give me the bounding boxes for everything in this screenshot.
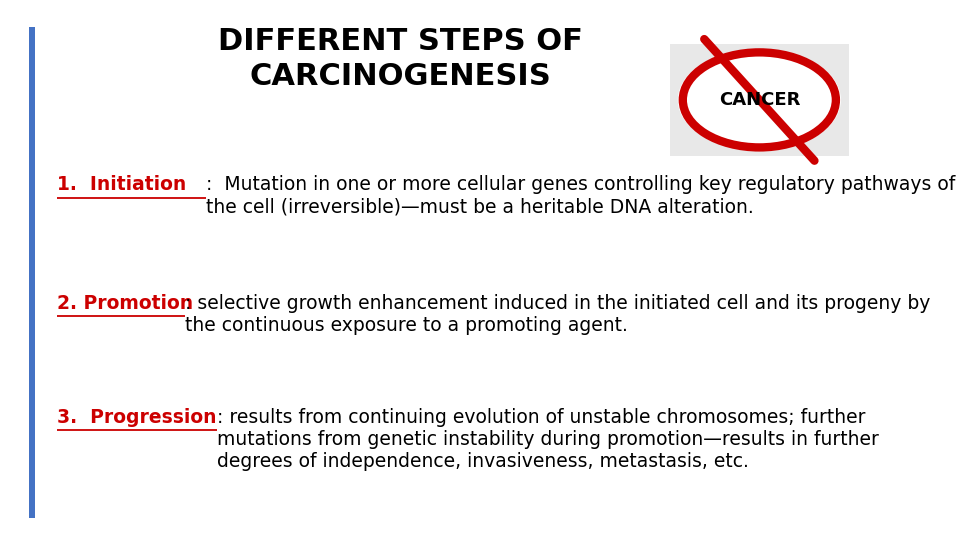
Text: : results from continuing evolution of unstable chromosomes; further mutations f: : results from continuing evolution of u…: [217, 408, 879, 471]
Text: :  Mutation in one or more cellular genes controlling key regulatory pathways of: : Mutation in one or more cellular genes…: [206, 176, 955, 217]
Text: 1.  Initiation: 1. Initiation: [57, 176, 186, 194]
FancyBboxPatch shape: [670, 44, 849, 156]
Text: 3.  Progression: 3. Progression: [57, 408, 216, 427]
Text: DIFFERENT STEPS OF
CARCINOGENESIS: DIFFERENT STEPS OF CARCINOGENESIS: [218, 27, 583, 91]
Circle shape: [679, 50, 840, 150]
Text: 2. Promotion: 2. Promotion: [57, 294, 193, 313]
Text: CANCER: CANCER: [719, 91, 800, 109]
Text: : selective growth enhancement induced in the initiated cell and its progeny by : : selective growth enhancement induced i…: [185, 294, 930, 335]
FancyBboxPatch shape: [29, 27, 35, 518]
